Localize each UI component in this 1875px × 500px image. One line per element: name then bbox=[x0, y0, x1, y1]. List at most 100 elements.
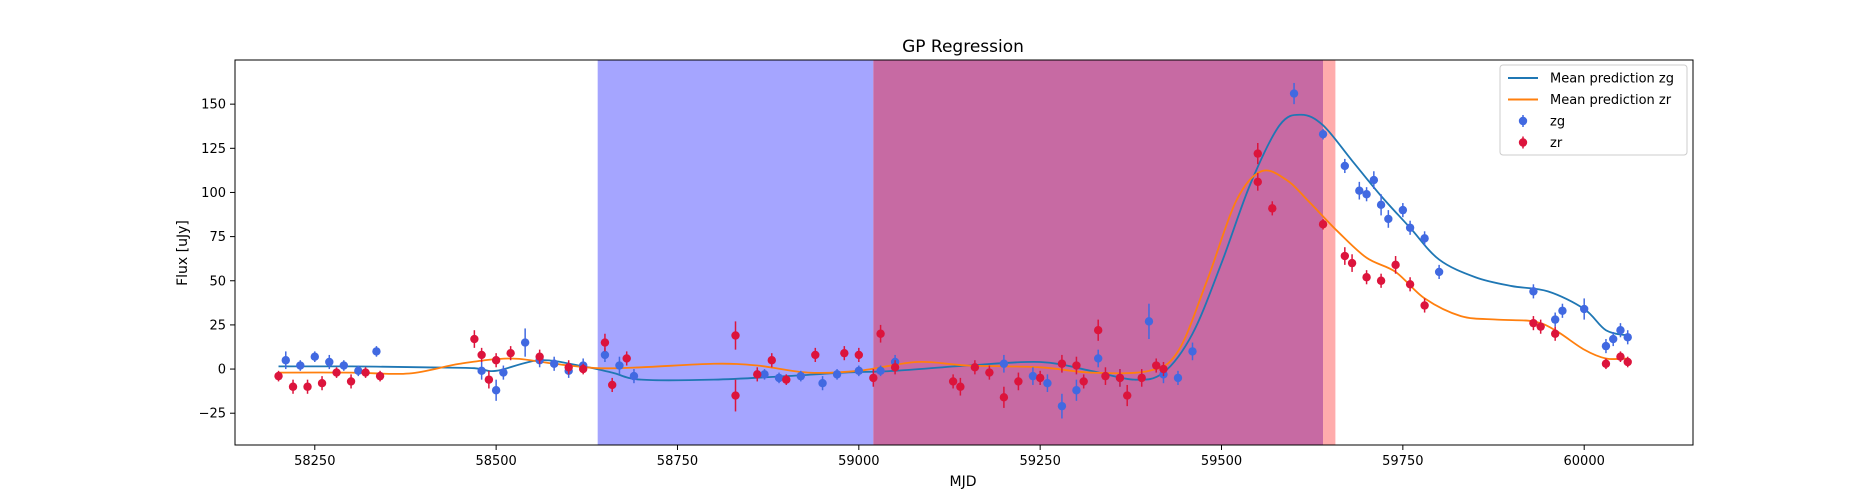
data-point bbox=[985, 368, 994, 377]
data-point bbox=[1384, 214, 1393, 224]
data-point bbox=[1093, 354, 1103, 363]
data-point bbox=[310, 352, 319, 361]
data-point bbox=[1137, 373, 1146, 383]
data-point bbox=[1101, 371, 1110, 381]
data-point bbox=[600, 338, 610, 347]
data-point bbox=[876, 329, 885, 338]
data-point bbox=[890, 363, 900, 372]
shaded-span-3 bbox=[1323, 60, 1336, 445]
data-point bbox=[1253, 149, 1262, 158]
data-point bbox=[1123, 391, 1132, 400]
data-point bbox=[1093, 326, 1103, 335]
data-point bbox=[477, 350, 486, 360]
data-point bbox=[854, 350, 864, 360]
data-point bbox=[491, 386, 501, 395]
data-point bbox=[1355, 186, 1364, 195]
data-point bbox=[499, 368, 508, 377]
data-point bbox=[811, 350, 820, 360]
y-tick-label: −25 bbox=[199, 407, 226, 422]
data-point bbox=[1623, 333, 1632, 342]
y-tick-label: 150 bbox=[201, 98, 226, 113]
data-point bbox=[840, 348, 849, 358]
data-point bbox=[1405, 280, 1415, 289]
data-point bbox=[1376, 276, 1386, 285]
data-point bbox=[607, 380, 617, 390]
data-point bbox=[1362, 190, 1371, 199]
data-point bbox=[274, 371, 283, 381]
data-point bbox=[1340, 161, 1350, 171]
series-points-4 bbox=[274, 143, 1632, 412]
data-point bbox=[346, 377, 356, 386]
data-point bbox=[1253, 177, 1262, 187]
data-point bbox=[1035, 373, 1045, 383]
data-point bbox=[1558, 306, 1567, 315]
y-tick-label: 50 bbox=[209, 274, 226, 289]
shaded-span-2 bbox=[873, 60, 1324, 445]
data-point bbox=[774, 373, 784, 383]
data-point bbox=[506, 348, 515, 358]
data-point bbox=[1550, 329, 1560, 338]
data-point bbox=[760, 370, 769, 379]
data-point bbox=[999, 359, 1009, 368]
legend-label: Mean prediction zg bbox=[1550, 72, 1674, 87]
data-point bbox=[520, 338, 530, 347]
data-point bbox=[1601, 359, 1611, 368]
legend-label: Mean prediction zr bbox=[1550, 93, 1672, 108]
data-point bbox=[832, 370, 842, 379]
data-point bbox=[1072, 361, 1081, 370]
x-tick-label: 58750 bbox=[657, 454, 698, 469]
y-axis-label: Flux [uJy] bbox=[175, 220, 191, 286]
series-line-1 bbox=[278, 113, 1628, 382]
data-point bbox=[1079, 377, 1088, 386]
data-point bbox=[615, 361, 624, 370]
data-point bbox=[484, 375, 494, 384]
data-point bbox=[999, 393, 1009, 402]
plot-frame bbox=[234, 59, 1694, 446]
data-point bbox=[296, 361, 305, 370]
data-point bbox=[491, 356, 501, 365]
data-point bbox=[1398, 205, 1408, 215]
data-point bbox=[956, 382, 965, 391]
legend-marker-swatch bbox=[1518, 138, 1528, 147]
data-point bbox=[1057, 401, 1067, 411]
x-tick-label: 60000 bbox=[1564, 454, 1605, 469]
legend-label: zg bbox=[1550, 115, 1565, 130]
x-tick-label: 59500 bbox=[1201, 454, 1242, 469]
chart-title: GP Regression bbox=[902, 37, 1024, 57]
legend-label: zr bbox=[1550, 136, 1563, 151]
data-point bbox=[339, 361, 349, 370]
data-point bbox=[1072, 386, 1081, 395]
data-point bbox=[1318, 129, 1328, 139]
data-point bbox=[876, 366, 885, 376]
data-point bbox=[354, 366, 363, 376]
data-point bbox=[1405, 223, 1415, 232]
data-point bbox=[1115, 373, 1125, 383]
data-point bbox=[1043, 378, 1052, 388]
data-point bbox=[1289, 89, 1299, 98]
data-point bbox=[1152, 361, 1161, 370]
data-point bbox=[549, 359, 559, 368]
legend-marker-swatch bbox=[1518, 116, 1528, 126]
shaded-spans bbox=[597, 60, 1336, 445]
data-point bbox=[1529, 318, 1538, 328]
data-point bbox=[325, 357, 334, 367]
data-point bbox=[1391, 260, 1400, 270]
data-point bbox=[600, 350, 610, 360]
data-point bbox=[1369, 175, 1379, 185]
data-point bbox=[1376, 200, 1386, 210]
data-point bbox=[372, 347, 381, 356]
data-point bbox=[1609, 334, 1618, 344]
data-point bbox=[1028, 371, 1038, 381]
data-point bbox=[1362, 273, 1371, 282]
data-point bbox=[578, 364, 588, 374]
data-point bbox=[1420, 234, 1429, 243]
data-point bbox=[1188, 347, 1197, 356]
data-point bbox=[288, 382, 298, 391]
data-point bbox=[629, 371, 639, 381]
x-axis-label: MJD bbox=[950, 474, 977, 490]
x-tick-label: 58250 bbox=[294, 454, 335, 469]
x-tick-label: 59750 bbox=[1382, 454, 1423, 469]
data-point bbox=[731, 331, 740, 340]
y-tick-label: 125 bbox=[201, 142, 226, 157]
